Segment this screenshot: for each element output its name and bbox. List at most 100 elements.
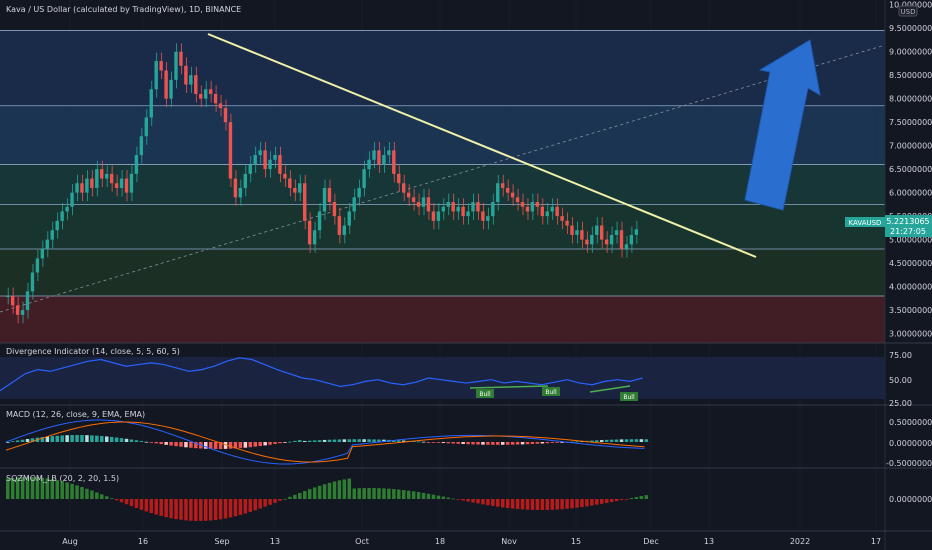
squeeze-bar (595, 499, 599, 505)
candle-body (545, 211, 549, 217)
price-tick-label: 4.0000000 (889, 283, 932, 292)
squeeze-bar (555, 499, 559, 510)
candle-body (387, 150, 391, 156)
macd-bar (486, 442, 490, 445)
macd-bar (456, 442, 460, 444)
last-price-text: 5.2213065 (886, 217, 929, 226)
candle-body (238, 187, 243, 198)
macd-bar (520, 442, 525, 445)
macd-bar (253, 442, 257, 447)
macd-bar (169, 442, 173, 446)
candle-body (228, 122, 233, 179)
candle-body (382, 155, 386, 165)
bull-divergence-line (469, 385, 549, 389)
price-axis[interactable] (885, 0, 932, 550)
candle-body (248, 164, 252, 174)
divergence-indicator-title[interactable]: Divergence Indicator (14, close, 5, 5, 6… (6, 347, 180, 356)
squeeze-bar (466, 499, 470, 502)
squeeze-bar (159, 499, 163, 516)
macd-bar (70, 435, 74, 442)
squeeze-bar (288, 496, 292, 499)
squeeze-bar (639, 496, 644, 499)
price-tick-label: 5.0000000 (889, 236, 932, 245)
macd-indicator-title[interactable]: MACD (12, 26, close, 9, EMA, EMA) (6, 410, 146, 419)
squeeze-bar (228, 499, 233, 518)
macd-bar (332, 439, 337, 442)
squeeze-bar (6, 478, 10, 499)
squeeze-bar (327, 482, 332, 499)
candle-body (288, 178, 292, 188)
squeeze-bar (268, 499, 272, 505)
squeeze-bar (55, 480, 59, 499)
macd-bar (590, 440, 594, 442)
macd-bar (293, 440, 297, 442)
macd-bar (535, 442, 540, 444)
candle-body (60, 211, 64, 221)
candle-body (411, 197, 416, 203)
macd-bar (75, 435, 79, 442)
macd-bar (609, 439, 614, 442)
macd-bar (595, 440, 599, 442)
macd-bar (426, 442, 431, 443)
candle-body (154, 61, 158, 90)
candle-body (278, 155, 282, 174)
squeeze-bar (317, 485, 322, 499)
last-price-tag (885, 215, 932, 237)
price-tick-label: 4.5000000 (889, 259, 932, 268)
divergence-band (0, 357, 885, 399)
div-tick: 75.00 (889, 351, 912, 360)
up-arrow-icon (744, 39, 821, 211)
candle-body (174, 51, 178, 80)
candle-body (184, 65, 188, 85)
macd-bar (377, 439, 381, 442)
macd-bar (189, 442, 193, 448)
macd-bar (179, 442, 183, 447)
candle-body (20, 310, 25, 315)
candle-body (565, 220, 569, 226)
squeeze-bar (307, 489, 312, 499)
squeeze-bar (624, 499, 629, 500)
price-tick-label: 6.0000000 (889, 189, 932, 198)
sqzmom-indicator-title[interactable]: SQZMOM_LB (20, 2, 20, 1.5) (6, 474, 120, 483)
macd-bar (525, 442, 530, 445)
squeeze-bar (550, 499, 554, 510)
squeeze-bar (580, 499, 584, 508)
squeeze-bar (337, 480, 342, 499)
squeeze-bar (406, 490, 411, 499)
squeeze-bar (199, 499, 203, 521)
squeeze-bar (402, 490, 406, 499)
candle-body (575, 230, 579, 235)
squeeze-momentum-histogram (6, 477, 649, 521)
price-zone (0, 249, 885, 297)
macd-histogram (6, 435, 649, 449)
macd-bar (629, 439, 634, 442)
resistance-trendline[interactable] (207, 33, 757, 258)
macd-bar (481, 442, 485, 445)
squeeze-bar (525, 499, 530, 510)
candle-body (253, 155, 257, 165)
candle-body (30, 272, 35, 292)
squeeze-bar (303, 491, 307, 499)
currency-badge-text: USD (901, 8, 916, 16)
currency-badge[interactable] (898, 5, 918, 17)
macd-bar (644, 439, 649, 442)
macd-bar (496, 442, 500, 445)
candle-body (402, 183, 406, 193)
candle-body (293, 187, 297, 193)
macd-bar (114, 437, 119, 442)
price-tick-label: 7.0000000 (889, 142, 932, 151)
squeeze-bar (570, 499, 574, 509)
squeeze-bar (491, 499, 495, 506)
macd-bar (129, 439, 134, 442)
macd-bar (278, 442, 282, 444)
candle-body (441, 206, 445, 212)
squeeze-bar (75, 485, 79, 499)
bull-label: Bull (620, 392, 638, 401)
squeeze-bar (85, 488, 89, 499)
macd-bar (40, 437, 45, 442)
squeeze-bar (372, 488, 376, 499)
squeeze-bar (105, 496, 109, 499)
macd-bar (65, 435, 69, 442)
squeeze-bar (634, 497, 639, 499)
